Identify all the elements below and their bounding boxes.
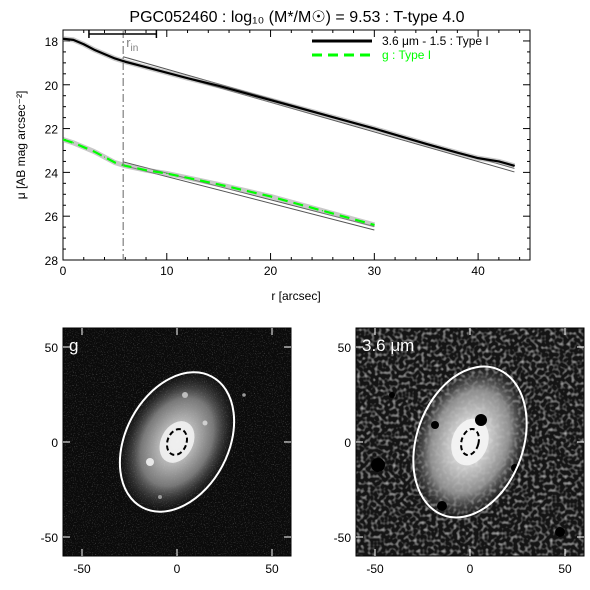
series-line-1	[63, 37, 515, 167]
series-point	[218, 183, 220, 186]
image-panel-3p6: 3.6 μm -50 0 50 50 0 -50	[334, 327, 585, 576]
mask-dot-3	[437, 501, 447, 511]
series-uncertainty-band	[63, 36, 516, 169]
profile-series	[63, 36, 516, 228]
series-point	[72, 142, 74, 144]
series-point	[72, 39, 74, 41]
star-g-4	[158, 495, 162, 499]
image-y-tick-label: 50	[338, 341, 352, 355]
image-x-tick-label: -50	[73, 562, 91, 576]
series-point	[145, 66, 147, 68]
x-tick-label: 20	[264, 264, 278, 278]
series-point	[63, 38, 64, 40]
series-point	[114, 161, 116, 164]
series-point	[103, 53, 106, 55]
legend-label-g: g : Type I	[382, 48, 431, 62]
image-y-tick-label: 50	[45, 341, 59, 355]
series-point	[373, 224, 375, 226]
series-point	[425, 143, 427, 145]
mask-dot-4	[371, 458, 385, 472]
series-point	[93, 150, 95, 153]
series-point	[166, 72, 168, 74]
image-x-tick-label: 50	[265, 562, 279, 576]
series-point	[93, 49, 95, 51]
rin-label-sub: in	[131, 43, 139, 54]
profile-chart: 0 10 20 30 40 18 20 22 24 26 28 rin r [arcsec] μ […	[14, 29, 531, 303]
series-point	[269, 195, 272, 198]
fit-lines	[123, 56, 515, 231]
series-point	[103, 156, 106, 158]
band-label-3p6: 3.6 μm	[362, 336, 414, 355]
image-panel-g: g -50 0 50 50 0 -50	[41, 327, 292, 576]
image-ticks-g: -50 0 50 50 0 -50	[41, 328, 291, 576]
series-point	[321, 210, 324, 212]
y-tick-label: 22	[45, 123, 59, 137]
image-x-tick-label: 0	[467, 562, 474, 576]
band-label-g: g	[69, 336, 78, 355]
mask-dot-7	[389, 392, 395, 398]
series-point	[269, 99, 272, 101]
series-point	[477, 157, 479, 159]
series-point	[218, 85, 220, 87]
image-ticks-3p6: -50 0 50 50 0 -50	[334, 328, 584, 576]
star-g-5	[242, 393, 246, 397]
image-x-tick-label: 50	[558, 562, 572, 576]
outer-isophote-ellipse-3p6	[412, 365, 528, 519]
series-point	[186, 177, 189, 179]
star-g-1	[146, 458, 154, 466]
y-tick-label: 28	[45, 254, 59, 268]
rin-range-bar	[88, 30, 158, 38]
series-point	[373, 127, 375, 130]
series-point	[166, 172, 168, 175]
legend: 3.6 μm - 1.5 : Type I g : Type I	[312, 34, 489, 62]
image-x-tick-label: -50	[366, 562, 384, 576]
image-y-tick-label: 0	[51, 436, 58, 450]
image-y-tick-label: 0	[344, 436, 351, 450]
rin-label: rin	[126, 35, 138, 54]
x-tick-label: 10	[160, 264, 174, 278]
series-point	[456, 152, 458, 154]
series-point	[513, 165, 516, 167]
x-tick-label: 40	[471, 264, 485, 278]
outer-isophote-ellipse-g	[118, 371, 236, 513]
inner-isophote-ellipse-3p6	[460, 427, 480, 457]
star-g-3	[202, 420, 208, 426]
y-tick-label: 18	[45, 35, 59, 49]
legend-label-3p6: 3.6 μm - 1.5 : Type I	[382, 34, 489, 48]
plot-frame	[62, 29, 531, 261]
y-tick-label: 26	[45, 210, 59, 224]
series-point	[498, 160, 500, 163]
fit-line-2	[123, 164, 375, 231]
rin-label-main: r	[126, 35, 131, 50]
series-point	[124, 61, 126, 63]
image-y-tick-label: -50	[41, 531, 59, 545]
series-point	[114, 57, 116, 60]
mask-dot-6	[555, 527, 565, 537]
x-tick-label: 30	[368, 264, 382, 278]
galaxy-core-3p6	[451, 418, 489, 466]
profile-ticks: 0 10 20 30 40 18 20 22 24 26 28	[45, 30, 530, 278]
figure-title: PGC052460 : log₁₀ (M*/M☉) = 9.53 : T-typ…	[129, 9, 464, 26]
mask-dot-2	[431, 421, 439, 429]
x-axis-label: r [arcsec]	[271, 289, 320, 303]
image-y-tick-label: -50	[334, 531, 352, 545]
series-point	[124, 165, 126, 167]
x-tick-label: 0	[60, 264, 67, 278]
series-point	[63, 138, 64, 141]
y-tick-label: 20	[45, 79, 59, 93]
y-axis-label: μ [AB mag arcsec⁻²]	[14, 91, 28, 200]
series-line-2	[63, 138, 375, 227]
series-point	[321, 113, 324, 115]
y-tick-label: 24	[45, 166, 59, 180]
series-point	[186, 77, 189, 79]
series-point	[145, 169, 147, 171]
series-point	[83, 146, 85, 148]
image-x-tick-label: 0	[174, 562, 181, 576]
series-point	[83, 43, 85, 45]
inner-isophote-ellipse-g	[165, 428, 189, 456]
mask-dot-1	[475, 414, 487, 426]
star-g-2	[182, 392, 188, 398]
